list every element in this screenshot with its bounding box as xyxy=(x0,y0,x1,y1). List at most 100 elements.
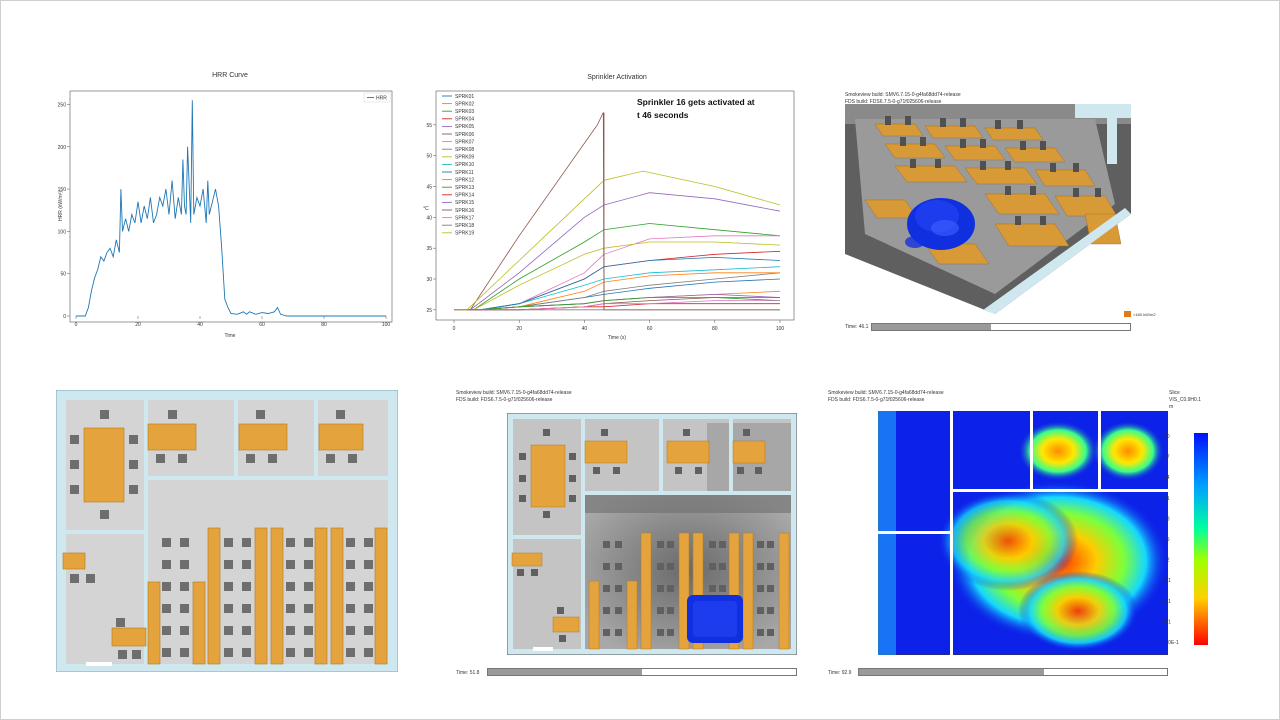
annotation-line-2: t 46 seconds xyxy=(637,110,689,120)
hrr-ylabel: HRR (kW/m³) xyxy=(58,191,64,221)
chair-icon xyxy=(242,582,251,591)
smv-right-time: Time: 92.9 xyxy=(828,670,852,676)
colorbar-tick-label: 21 xyxy=(1164,496,1170,502)
annotation-line-1: Sprinkler 16 gets activated at xyxy=(637,97,755,107)
spr-xtick-label: 100 xyxy=(776,326,785,332)
legend-label: SPRK18 xyxy=(455,223,474,229)
chair-icon xyxy=(757,607,764,614)
chair-icon xyxy=(180,648,189,657)
chair-icon xyxy=(709,585,716,592)
spr-xtick-label: 80 xyxy=(712,326,718,332)
sprinkler-chart: Sprinkler Activation °C Time (s) 0 20 40 60… xyxy=(423,74,795,341)
hrr-legend-label: HRR xyxy=(376,96,387,102)
chair-icon xyxy=(615,607,622,614)
chair-icon xyxy=(603,585,610,592)
chair-icon xyxy=(224,604,233,613)
spr-ytick-label: 35 xyxy=(426,246,432,252)
chair-icon xyxy=(180,560,189,569)
legend-label: SPRK09 xyxy=(455,155,474,161)
colorbar-tick-label: 9.1 xyxy=(1164,578,1171,584)
chair-icon xyxy=(346,582,355,591)
chair-icon xyxy=(346,604,355,613)
chair-icon xyxy=(162,626,171,635)
chair-icon xyxy=(242,538,251,547)
chair-icon xyxy=(304,582,313,591)
visibility-slice xyxy=(878,411,1168,655)
legend-label: SPRK05 xyxy=(455,124,474,130)
fds-mid-build-line: FDS build: FDS6.7.5-0-g71f025606-release xyxy=(456,397,553,403)
hrr-plot-area xyxy=(69,90,393,323)
chair-icon xyxy=(615,563,622,570)
smv-right-timebar[interactable] xyxy=(858,668,1168,676)
chair-icon xyxy=(286,582,295,591)
chair-icon xyxy=(242,560,251,569)
hrr-ytick-label: 150 xyxy=(58,187,67,193)
spr-ytick-label: 55 xyxy=(426,123,432,129)
smv-top-time: Time: 46.1 xyxy=(845,324,869,330)
legend-label: SPRK16 xyxy=(455,208,474,214)
colorbar-tick-label: 27 xyxy=(1164,455,1170,461)
fire-region xyxy=(687,595,743,643)
hrr-ytick-label: 200 xyxy=(58,145,67,151)
smv-mid-timebar[interactable] xyxy=(487,668,797,676)
chair-icon xyxy=(757,629,764,636)
chair-icon xyxy=(286,604,295,613)
sprinkler-plot-area xyxy=(435,90,795,321)
chair-icon xyxy=(719,585,726,592)
legend-label: SPRK10 xyxy=(455,162,474,168)
chair-icon xyxy=(162,582,171,591)
hrr-chart: HRR Curve HRR (kW/m³) Time 0 20 40 60 80 100 … xyxy=(58,72,393,339)
smv-build-line: Smokeview build: SMV6.7.15-0-g4fa68dd74-… xyxy=(845,92,961,98)
hrr-series-line xyxy=(76,100,386,317)
chair-icon xyxy=(364,648,373,657)
smv-top-timebar[interactable] xyxy=(871,323,1131,331)
sprinkler-series-line xyxy=(454,241,781,311)
hrr-xtick-label: 0 xyxy=(75,322,78,328)
chair-icon xyxy=(304,604,313,613)
sprinkler-series-line xyxy=(454,297,781,311)
chair-icon xyxy=(364,604,373,613)
hrr-xtick-label: 60 xyxy=(259,322,265,328)
smv-top-header: Smokeview build: SMV6.7.15-0-g4fa68dd74-… xyxy=(845,92,961,106)
smoke-plan-view xyxy=(507,413,797,655)
chair-icon xyxy=(364,626,373,635)
chair-icon xyxy=(286,560,295,569)
spr-ytick-label: 40 xyxy=(426,215,432,221)
smv-legend-swatch xyxy=(1124,311,1131,317)
chair-icon xyxy=(162,560,171,569)
sprinkler-ylabel: °C xyxy=(423,206,429,212)
chair-icon xyxy=(224,626,233,635)
hrr-xlabel: Time xyxy=(225,333,236,339)
legend-label: SPRK03 xyxy=(455,109,474,115)
chair-icon xyxy=(667,541,674,548)
hrr-ytick-label: 100 xyxy=(58,229,67,235)
chair-icon xyxy=(224,582,233,591)
floor-plan xyxy=(56,390,398,672)
spr-xtick-label: 0 xyxy=(453,326,456,332)
spr-xtick-label: 60 xyxy=(647,326,653,332)
chair-icon xyxy=(767,585,774,592)
chair-icon xyxy=(603,607,610,614)
spr-xtick-label: 40 xyxy=(582,326,588,332)
chair-icon xyxy=(657,585,664,592)
colorbar-gradient xyxy=(1194,433,1208,645)
chair-icon xyxy=(615,541,622,548)
legend-label: SPRK17 xyxy=(455,215,474,221)
chair-icon xyxy=(346,560,355,569)
colorbar-tick-label: 6.1 xyxy=(1164,599,1171,605)
colorbar-tick-label: 1.0E-1 xyxy=(1164,640,1179,646)
spr-ytick-label: 50 xyxy=(426,154,432,160)
smv-mid-build-line: Smokeview build: SMV6.7.15-0-g4fa68dd74-… xyxy=(456,390,572,396)
smv-3d-view xyxy=(845,104,1131,314)
smv-right-timebar-fill xyxy=(859,669,1044,675)
legend-label: SPRK19 xyxy=(455,231,474,237)
colorbar-tick-label: 15 xyxy=(1164,537,1170,543)
chair-icon xyxy=(162,604,171,613)
chair-icon xyxy=(304,560,313,569)
chair-icon xyxy=(667,585,674,592)
legend-label: SPRK08 xyxy=(455,147,474,153)
spr-ytick-label: 30 xyxy=(426,277,432,283)
chair-icon xyxy=(242,648,251,657)
chair-icon xyxy=(757,541,764,548)
legend-label: SPRK12 xyxy=(455,177,474,183)
